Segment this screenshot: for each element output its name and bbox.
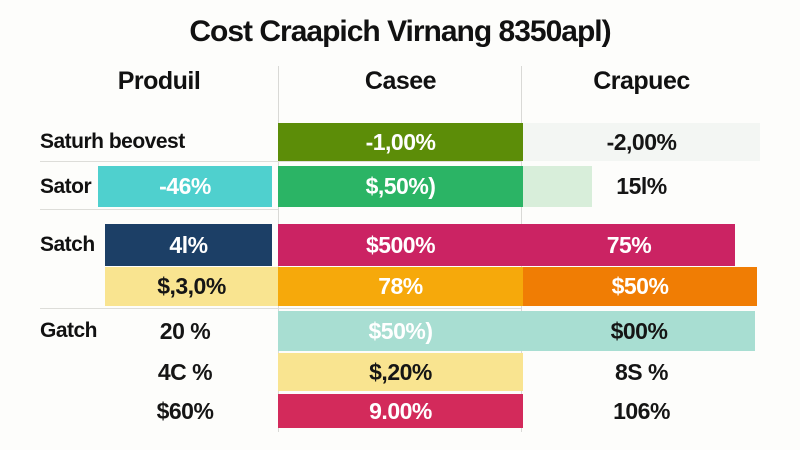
row-label: Satch: [40, 233, 95, 256]
column-header-casee: Casee: [364, 67, 437, 95]
column-header-produil: Produil: [117, 67, 201, 95]
row-divider: [40, 308, 521, 309]
cell-bar: 9.00%: [278, 394, 523, 428]
cell-text: 20 %: [159, 318, 211, 344]
cell-bar: $,50%): [278, 166, 523, 207]
partial-bar: [523, 166, 592, 207]
cell-text: 8S %: [615, 359, 668, 385]
row-label: Gatch: [40, 319, 98, 342]
cell-text: 106%: [613, 398, 670, 424]
row-label: Sator: [40, 175, 92, 198]
cell-bar: $00%: [523, 311, 755, 351]
chart-title: Cost Craapich Virnang 8350apl): [189, 15, 611, 48]
cell-bar: $,3,0%: [105, 267, 278, 306]
cell-bar: -2,00%: [523, 123, 760, 161]
cell-bar: $,20%: [278, 353, 523, 391]
cell-bar: 78%: [278, 267, 523, 306]
cell-bar: $50%: [523, 267, 757, 306]
cell-bar: -1,00%: [278, 123, 523, 161]
cell-bar: $500%: [278, 224, 523, 266]
cell-text: $60%: [156, 398, 214, 424]
column-header-crapuec: Crapuec: [593, 67, 690, 95]
row-divider: [40, 209, 278, 210]
cell-bar: $50%): [278, 311, 523, 351]
row-label: Saturh beovest: [40, 130, 185, 153]
cell-text: 4C %: [157, 359, 213, 385]
cell-bar: 4l%: [105, 224, 272, 266]
cell-text: 15l%: [616, 173, 667, 199]
cell-bar: -46%: [98, 166, 272, 207]
row-divider: [40, 161, 521, 162]
cell-bar: 75%: [523, 224, 735, 266]
